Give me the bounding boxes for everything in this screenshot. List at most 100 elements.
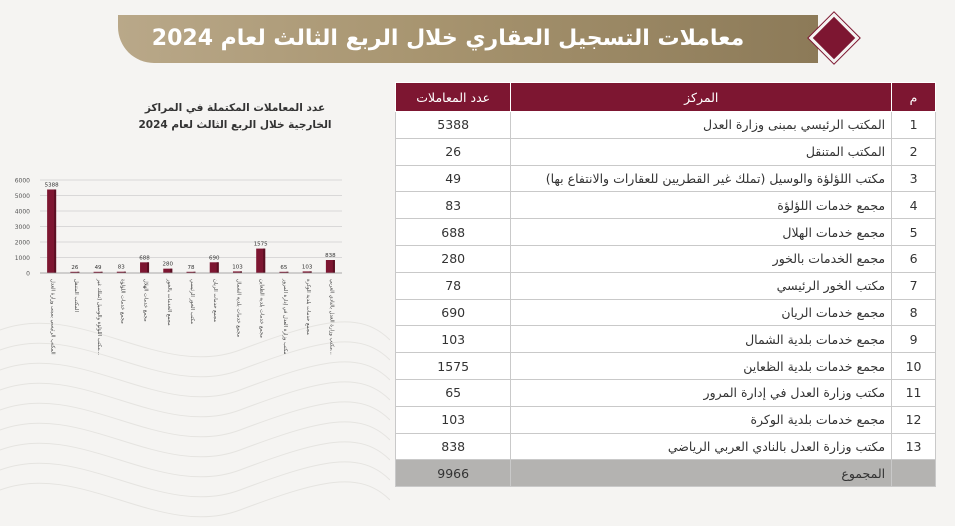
table-row: 8 مجمع خدمات الريان 690 [394,298,936,327]
bar-shade [309,271,312,273]
x-category-label: مجمع خدمات الريان [212,279,218,322]
row-count: 103 [394,325,512,354]
total-label: المجموع [510,459,893,488]
row-count: 1575 [394,352,512,380]
table-row: 2 المكتب المتنقل 26 [394,137,936,166]
bar [302,271,312,273]
bar [186,271,196,273]
x-category-label: مكتب اللؤلؤة والوسيل (تملك غير... [96,278,102,355]
y-tick-label: 6000 [15,178,30,185]
y-tick-label: 1000 [15,255,30,262]
total-count: 9966 [394,459,512,488]
row-center: مكتب وزارة العدل في إدارة المرور [510,378,893,407]
title-banner: معاملات التسجيل العقاري خلال الربع الثال… [118,15,818,63]
y-tick-label: 0 [26,271,30,278]
table-row: 3 مكتب اللؤلؤة والوسيل (تملك غير القطريين… [394,164,936,193]
bar-shade [193,271,196,273]
bar-value-label: 838 [325,253,336,259]
transactions-table: م المركز عدد المعاملات 1 المكتب الرئيسي ب… [394,82,936,488]
table-row: 13 مكتب وزارة العدل بالنادي العربي الرياض… [394,432,936,461]
bar-shade [332,260,335,273]
bar-value-label: 690 [209,255,220,261]
chart-title: عدد المعاملات المكتملة في المراكز الخارج… [138,102,332,131]
row-index: 8 [891,298,936,327]
page-title: معاملات التسجيل العقاري خلال الربع الثال… [151,26,745,51]
row-index: 6 [891,244,936,273]
bar-value-label: 78 [188,265,195,271]
row-center: مكتب الخور الرئيسي [510,271,893,300]
bar [116,271,126,273]
header-center: المركز [510,82,893,112]
table-row: 9 مجمع خدمات بلدية الشمال 103 [394,325,936,354]
row-count: 280 [394,244,512,273]
bar-value-label: 65 [280,265,287,271]
row-center: مجمع خدمات بلدية الشمال [510,325,893,354]
bar-value-label: 688 [139,255,150,261]
bar-shade [170,268,173,273]
x-category-label: المكتب المتنقل [73,279,79,312]
table-row: 7 مكتب الخور الرئيسي 78 [394,271,936,300]
row-index: 13 [891,432,936,461]
table-row: 4 مجمع خدمات اللؤلؤة 83 [394,191,936,220]
bar [209,262,219,273]
bar [140,262,150,273]
row-index: 10 [891,352,936,380]
bar-value-label: 5388 [45,182,59,188]
row-count: 78 [394,271,512,300]
row-center: مكتب وزارة العدل بالنادي العربي الرياضي [510,432,893,461]
bar-shade [239,271,242,273]
bar [70,271,80,273]
bar-value-label: 280 [163,262,174,268]
row-center: مكتب اللؤلؤة والوسيل (تملك غير القطريين … [510,164,893,193]
row-count: 49 [394,164,512,193]
row-count: 65 [394,378,512,407]
x-category-label: مجمع خدمات اللؤلؤة [119,279,125,324]
total-row: المجموع 9966 [394,459,936,488]
table-row: 1 المكتب الرئيسي بمبنى وزارة العدل 5388 [394,111,936,139]
row-count: 688 [394,218,512,246]
bar [93,271,103,273]
wave-background [0,321,390,518]
row-count: 83 [394,191,512,220]
row-center: المكتب المتنقل [510,137,893,166]
bar [256,248,266,273]
bar-value-label: 103 [232,264,243,270]
row-count: 103 [394,405,512,434]
header-index: م [891,82,936,112]
bar-shade [100,271,103,273]
table-row: 11 مكتب وزارة العدل في إدارة المرور 65 [394,378,936,407]
bar [279,271,289,273]
x-category-label: مجمع خدمات الهلال [143,279,149,322]
row-index: 5 [891,218,936,246]
bar-shade [147,262,150,273]
bar [325,260,335,273]
x-category-label: المكتب الرئيسي بمبنى وزارة العدل [50,279,56,355]
table-row: 6 مجمع الخدمات بالخور 280 [394,244,936,273]
row-index: 7 [891,271,936,300]
table-header-row: م المركز عدد المعاملات [394,82,936,112]
row-index: 11 [891,378,936,407]
bar-shade [77,271,80,273]
row-count: 5388 [394,111,512,139]
row-center: مجمع الخدمات بالخور [510,244,893,273]
y-tick-label: 4000 [15,209,30,216]
row-center: مجمع خدمات اللؤلؤة [510,191,893,220]
row-center: مجمع خدمات بلدية الوكرة [510,405,893,434]
y-tick-label: 2000 [15,240,30,247]
table-row: 5 مجمع خدمات الهلال 688 [394,218,936,246]
bar-shade [216,262,219,273]
row-center: مجمع خدمات الريان [510,298,893,327]
row-index: 12 [891,405,936,434]
x-category-label: مكتب وزارة العدل في إدارة المرور [282,278,288,355]
bar-shade [123,271,126,273]
bar [232,271,242,273]
table-row: 12 مجمع خدمات بلدية الوكرة 103 [394,405,936,434]
bar-shade [54,189,57,273]
row-count: 838 [394,432,512,461]
y-tick-label: 3000 [15,224,30,231]
x-category-label: مجمع خدمات بلدية الشمال [235,279,241,337]
table-row: 10 مجمع خدمات بلدية الظعاين 1575 [394,352,936,380]
row-count: 26 [394,137,512,166]
row-index: 4 [891,191,936,220]
bar-chart: 0 1000 2000 3000 4000 5000 6000 5388 المكتب الرئ… [15,178,342,355]
